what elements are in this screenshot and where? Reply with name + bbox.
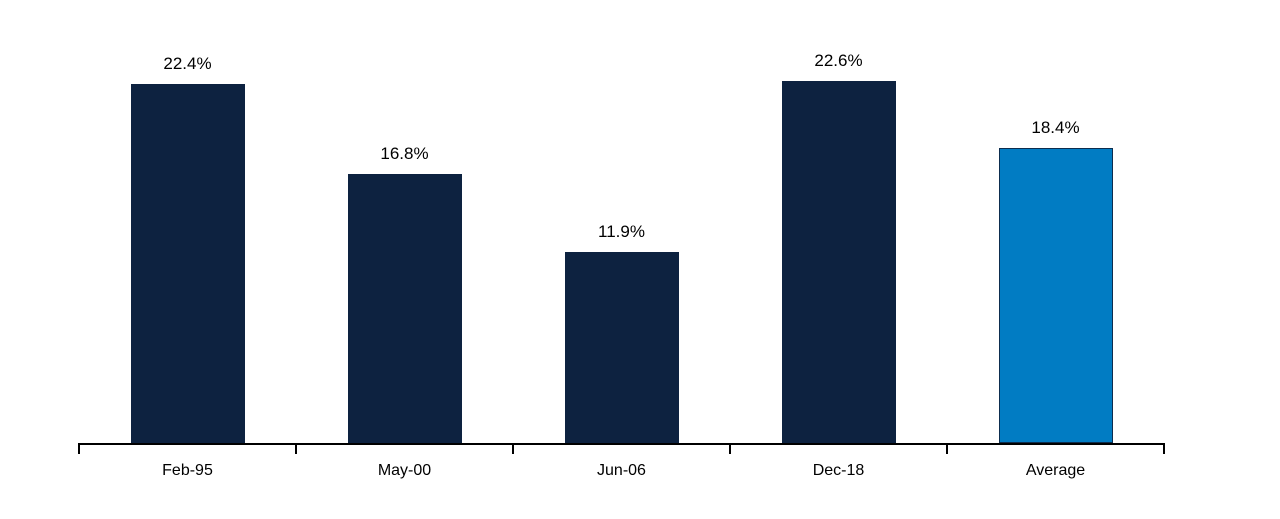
x-axis-line bbox=[78, 443, 1165, 445]
bar bbox=[130, 83, 245, 443]
plot-area: 22.4% 16.8% 11.9% 22.6% 18.4% bbox=[79, 0, 1164, 443]
bar-value-label: 16.8% bbox=[380, 143, 429, 163]
bar-value-label: 22.4% bbox=[163, 53, 212, 73]
bar bbox=[998, 148, 1113, 443]
axis-tick bbox=[946, 443, 948, 454]
bar-value-label: 11.9% bbox=[598, 222, 645, 242]
bar-value-label: 18.4% bbox=[1031, 118, 1080, 138]
axis-tick bbox=[512, 443, 514, 454]
x-axis-label: Jun-06 bbox=[597, 462, 646, 479]
bar-cell: 18.4% bbox=[947, 0, 1164, 443]
axis-tick bbox=[729, 443, 731, 454]
bar bbox=[347, 173, 462, 443]
axis-ticks bbox=[78, 443, 1165, 455]
bar-cell: 22.4% bbox=[79, 0, 296, 443]
bar bbox=[564, 252, 679, 443]
x-axis-label: Feb-95 bbox=[162, 462, 213, 479]
x-axis-labels: Feb-95 May-00 Jun-06 Dec-18 Average bbox=[79, 460, 1164, 482]
x-axis-label: May-00 bbox=[377, 462, 432, 479]
bar-value-label: 22.6% bbox=[814, 50, 863, 70]
bar bbox=[781, 80, 896, 443]
bar-cell: 16.8% bbox=[296, 0, 513, 443]
bar-cell: 11.9% bbox=[513, 0, 730, 443]
axis-tick bbox=[1163, 443, 1165, 454]
axis-tick bbox=[295, 443, 297, 454]
x-axis-label: Average bbox=[1025, 462, 1086, 479]
bar-cell: 22.6% bbox=[730, 0, 947, 443]
x-axis-label: Dec-18 bbox=[812, 462, 865, 479]
axis-tick bbox=[78, 443, 80, 454]
